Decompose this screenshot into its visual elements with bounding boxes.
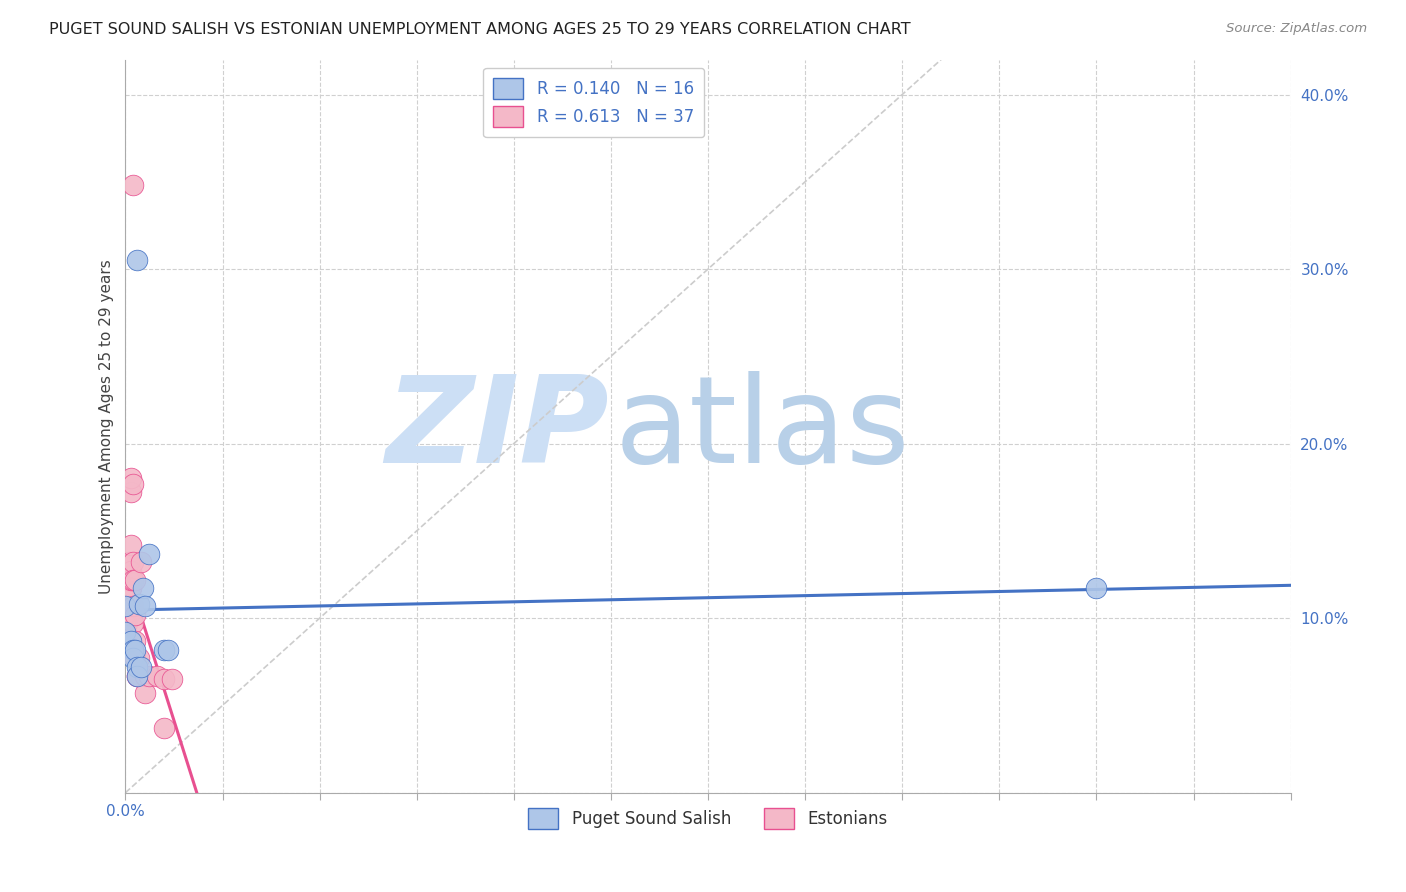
Point [153, 672, 176, 686]
Point [120, 471, 142, 485]
Point [157, 642, 180, 657]
Point [122, 555, 145, 569]
Point [127, 253, 149, 268]
Point [114, 625, 136, 640]
Point [117, 616, 139, 631]
Point [138, 547, 160, 561]
Point [120, 564, 142, 578]
Text: ZIP: ZIP [385, 371, 609, 488]
Text: Source: ZipAtlas.com: Source: ZipAtlas.com [1226, 22, 1367, 36]
Point [132, 582, 155, 596]
Point [122, 599, 145, 613]
Point [122, 476, 145, 491]
Point [122, 573, 145, 587]
Point [134, 669, 156, 683]
Point [120, 582, 142, 596]
Point [120, 485, 142, 500]
Point [128, 651, 150, 665]
Point [114, 607, 136, 622]
Point [1085, 582, 1108, 596]
Point [118, 555, 141, 569]
Point [153, 721, 176, 735]
Point [118, 585, 141, 599]
Point [127, 660, 149, 674]
Point [128, 597, 150, 611]
Point [118, 607, 141, 622]
Point [122, 642, 145, 657]
Point [153, 642, 176, 657]
Text: atlas: atlas [614, 371, 911, 488]
Point [124, 607, 146, 622]
Legend: Puget Sound Salish, Estonians: Puget Sound Salish, Estonians [522, 801, 894, 836]
Point [114, 599, 136, 613]
Point [124, 642, 146, 657]
Point [114, 616, 136, 631]
Point [124, 651, 146, 665]
Point [120, 633, 142, 648]
Point [122, 616, 145, 631]
Point [118, 573, 141, 587]
Point [127, 669, 149, 683]
Point [122, 651, 145, 665]
Point [114, 625, 136, 640]
Point [122, 178, 145, 193]
Point [114, 597, 136, 611]
Point [129, 660, 152, 674]
Point [160, 672, 183, 686]
Point [120, 573, 142, 587]
Point [124, 633, 146, 648]
Point [145, 669, 167, 683]
Text: PUGET SOUND SALISH VS ESTONIAN UNEMPLOYMENT AMONG AGES 25 TO 29 YEARS CORRELATIO: PUGET SOUND SALISH VS ESTONIAN UNEMPLOYM… [49, 22, 911, 37]
Point [124, 573, 146, 587]
Y-axis label: Unemployment Among Ages 25 to 29 years: Unemployment Among Ages 25 to 29 years [100, 259, 114, 593]
Point [134, 599, 156, 613]
Point [120, 538, 142, 552]
Point [127, 669, 149, 683]
Point [127, 669, 149, 683]
Point [129, 555, 152, 569]
Point [114, 633, 136, 648]
Point [138, 669, 160, 683]
Point [134, 686, 156, 700]
Point [118, 597, 141, 611]
